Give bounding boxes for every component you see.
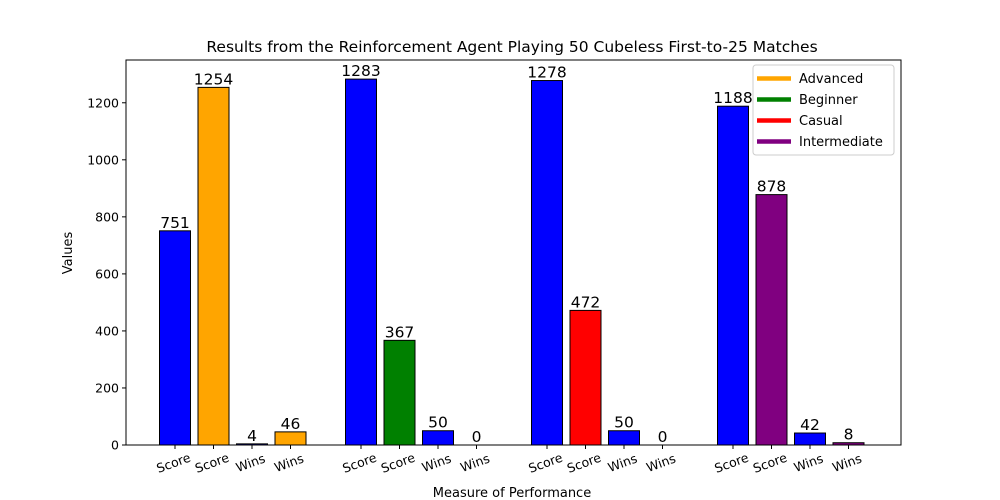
data-label: 0 [472,428,482,446]
bar [608,430,640,446]
bar [159,230,191,446]
bar [197,86,230,446]
bar [531,80,563,446]
y-axis-label: Values [61,232,76,275]
data-label: 472 [571,293,601,311]
legend-label: Beginner [799,93,858,108]
bar [569,309,602,446]
x-tick-label: Wins [644,451,677,475]
data-label: 50 [614,414,634,432]
x-tick-label: Wins [458,451,491,475]
data-label: 42 [800,416,820,434]
data-label: 46 [281,415,301,433]
bar [717,105,749,446]
x-tick-label: Score [379,450,417,476]
x-tick-label: Score [751,450,789,476]
x-tick-label: Wins [606,451,639,475]
x-axis-label: Measure of Performance [433,486,591,500]
data-label: 1188 [713,89,752,107]
x-tick-label: Wins [792,451,825,475]
data-label: 4 [247,427,257,445]
data-label: 50 [428,414,448,432]
x-tick-label: Score [712,450,750,476]
bar [422,430,454,446]
x-tick-label: Wins [234,451,267,475]
bar [345,78,377,446]
axes-frame [125,59,902,446]
x-tick-label: Wins [420,451,453,475]
bar [383,339,416,446]
legend-label: Advanced [799,72,863,87]
data-label: 878 [757,178,787,196]
x-tick-label: Score [526,450,564,476]
legend: Advanced Beginner Casual Intermediate [752,64,895,156]
y-tick-label: 600 [95,266,119,281]
x-tick-label: Score [565,450,603,476]
legend-label: Casual [799,114,843,129]
bar [755,194,788,446]
chart-title: Results from the Reinforcement Agent Pla… [206,38,817,56]
data-label: 1283 [341,62,380,80]
data-label: 751 [160,214,190,232]
y-tick-label: 200 [95,380,119,395]
x-tick-label: Score [193,450,231,476]
y-tick-label: 400 [95,323,119,338]
data-label: 0 [658,428,668,446]
y-tick-label: 1200 [87,95,119,110]
y-tick-label: 800 [95,209,119,224]
legend-box [752,64,895,156]
data-label: 1278 [527,64,566,82]
data-label: 367 [385,323,415,341]
bar [274,431,307,446]
data-label: 1254 [194,70,233,88]
bar [794,432,826,446]
x-tick-label: Score [154,450,192,476]
plot-area: 751 Score 1254 Score 4 Wins 46 Wins 1283 Score 367… [87,59,902,476]
y-tick-label: 1000 [87,152,119,167]
data-label: 8 [844,426,854,444]
legend-label: Intermediate [799,135,883,150]
x-tick-label: Wins [830,451,863,475]
y-tick-label: 0 [111,438,119,453]
x-tick-label: Score [340,450,378,476]
x-tick-label: Wins [272,451,305,475]
